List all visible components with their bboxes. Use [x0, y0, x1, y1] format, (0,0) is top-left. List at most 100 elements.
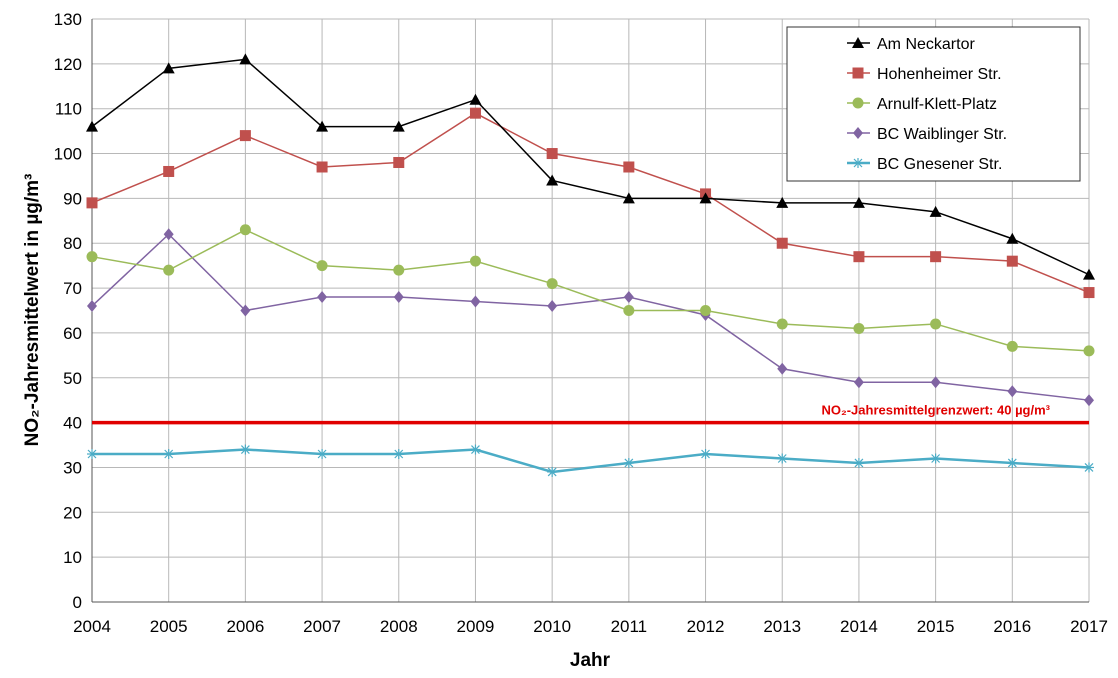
- data-point-diamond: [393, 291, 404, 304]
- x-tick-label: 2007: [303, 617, 341, 636]
- y-tick-label: 20: [63, 503, 82, 522]
- data-point-circle: [546, 278, 558, 290]
- data-point-star: [1084, 462, 1094, 473]
- y-tick-label: 60: [63, 324, 82, 343]
- data-point-triangle: [546, 174, 559, 186]
- data-point-diamond: [853, 127, 863, 139]
- data-point-circle: [163, 264, 175, 276]
- data-point-circle: [1006, 340, 1018, 352]
- x-tick-label: 2010: [533, 617, 571, 636]
- data-point-diamond: [470, 295, 481, 308]
- x-tick-label: 2004: [73, 617, 111, 636]
- x-tick-label: 2017: [1070, 617, 1108, 636]
- y-tick-label: 100: [54, 145, 82, 164]
- x-tick-label: 2015: [917, 617, 955, 636]
- x-axis-label: Jahr: [570, 650, 611, 671]
- data-point-star: [163, 449, 174, 460]
- data-point-square: [546, 148, 558, 160]
- data-point-triangle: [469, 93, 482, 105]
- y-tick-label: 80: [63, 234, 82, 253]
- data-point-square: [930, 251, 942, 263]
- x-tick-label: 2005: [150, 617, 188, 636]
- series-line: [91, 112, 1090, 294]
- data-point-star: [700, 449, 711, 460]
- legend-box: [786, 26, 1081, 182]
- data-point-star: [623, 457, 634, 468]
- data-point-diamond: [853, 376, 864, 389]
- data-point-circle: [1083, 345, 1095, 357]
- x-tick-label: 2011: [611, 617, 648, 636]
- data-point-triangle: [86, 120, 98, 132]
- legend-label: Hohenheimer Str.: [877, 66, 1002, 83]
- data-point-square: [163, 165, 175, 177]
- data-point-triangle: [699, 192, 712, 204]
- data-point-circle: [700, 305, 712, 316]
- data-point-diamond: [87, 300, 97, 313]
- data-point-triangle: [852, 37, 864, 48]
- data-point-circle: [239, 224, 251, 236]
- data-point-square: [1083, 287, 1095, 299]
- x-tick-label: 2006: [226, 617, 264, 636]
- data-point-star: [317, 449, 328, 460]
- series-am-neckartor: [86, 53, 1095, 280]
- axes: 0 10 20 30 40 50 60 70 80 90 100 110 120 130 2004 2005 2…: [54, 10, 1108, 636]
- data-point-diamond: [623, 291, 634, 304]
- data-point-circle: [852, 97, 864, 109]
- x-tick-label: 2016: [993, 617, 1031, 636]
- data-point-triangle: [1006, 232, 1019, 244]
- legend-label: Am Neckartor: [877, 36, 975, 53]
- gridlines: [91, 18, 1090, 603]
- data-point-triangle: [1083, 268, 1095, 280]
- x-tick-label: 2014: [840, 617, 878, 636]
- data-point-triangle: [929, 205, 942, 217]
- x-tick-label: 2012: [687, 617, 725, 636]
- data-point-triangle: [392, 120, 405, 132]
- data-point-star: [777, 453, 788, 464]
- data-point-square: [853, 251, 865, 263]
- data-point-triangle: [852, 196, 865, 208]
- legend-label: Arnulf-Klett-Platz: [877, 96, 997, 113]
- limit-line-label: NO₂-Jahresmittelgrenzwert: 40 µg/m³: [821, 403, 1050, 418]
- data-point-star: [1007, 457, 1018, 468]
- data-point-circle: [469, 255, 481, 267]
- legend-item: Hohenheimer Str.: [847, 66, 1002, 83]
- series-line: [91, 228, 1090, 352]
- data-point-star: [853, 457, 864, 468]
- data-point-square: [469, 107, 481, 119]
- data-point-square: [86, 197, 98, 209]
- data-point-circle: [86, 251, 98, 263]
- data-point-star: [240, 444, 251, 455]
- data-point-diamond: [163, 228, 174, 241]
- series-bc-waiblinger-str-: [87, 228, 1094, 407]
- data-point-diamond: [930, 376, 941, 389]
- y-tick-label: 110: [55, 100, 82, 119]
- data-point-diamond: [777, 362, 788, 375]
- y-tick-label: 0: [73, 593, 82, 612]
- reference-line-group: NO₂-Jahresmittelgrenzwert: 40 µg/m³: [92, 403, 1089, 425]
- series-line: [92, 448, 1090, 474]
- series-line: [91, 233, 1090, 401]
- x-tick-label: 2009: [457, 617, 495, 636]
- data-point-square: [316, 161, 328, 173]
- data-point-diamond: [547, 300, 558, 313]
- legend-item: BC Waiblinger Str.: [847, 126, 1007, 143]
- legend-item: BC Gnesener Str.: [847, 156, 1002, 173]
- data-point-circle: [853, 322, 865, 334]
- legend-item: Am Neckartor: [847, 36, 975, 53]
- y-tick-label: 40: [63, 414, 82, 433]
- data-point-triangle: [622, 192, 635, 204]
- series-line: [91, 58, 1090, 276]
- data-point-diamond: [240, 304, 251, 317]
- legend: Am Neckartor Hohenheimer Str. Arnulf-Klett…: [786, 26, 1081, 182]
- data-point-circle: [930, 318, 942, 330]
- data-point-star: [547, 466, 558, 477]
- data-point-triangle: [239, 53, 252, 65]
- data-point-triangle: [316, 120, 329, 132]
- legend-item: Arnulf-Klett-Platz: [847, 96, 997, 113]
- data-point-diamond: [1007, 385, 1018, 398]
- legend-label: BC Waiblinger Str.: [877, 126, 1007, 143]
- data-point-circle: [393, 264, 405, 276]
- y-axis-label: NO₂-Jahresmittelwert in µg/m³: [22, 174, 43, 447]
- x-tick-label: 2013: [763, 617, 801, 636]
- series-group: [86, 53, 1095, 477]
